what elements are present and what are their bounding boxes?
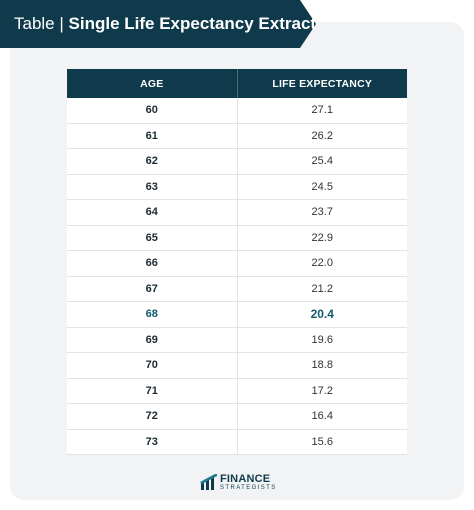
column-header-age: AGE: [67, 69, 238, 98]
brand-name-line1: FINANCE: [220, 473, 271, 485]
table-row: 60 27.1: [67, 98, 407, 124]
life-expectancy-cell: 24.5: [237, 174, 407, 200]
age-cell: 63: [67, 174, 238, 200]
life-expectancy-cell: 22.0: [237, 250, 407, 277]
title-main: Single Life Expectancy Extract: [68, 14, 317, 33]
table-row: 68 20.4: [67, 301, 407, 328]
age-cell: 61: [67, 123, 238, 149]
brand-name-line2: STRATEGISTS: [220, 485, 277, 491]
title-prefix: Table |: [14, 14, 69, 33]
table-row: 71 17.2: [67, 378, 407, 404]
life-expectancy-cell: 19.6: [237, 327, 407, 353]
table-row: 66 22.0: [67, 250, 407, 277]
life-expectancy-cell: 16.4: [237, 403, 407, 430]
table-header-row: AGE LIFE EXPECTANCY: [67, 69, 407, 98]
brand-logo: FINANCE STRATEGISTS: [200, 472, 280, 494]
age-cell: 66: [67, 250, 238, 277]
life-expectancy-cell: 22.9: [237, 225, 407, 251]
age-cell: 72: [67, 403, 238, 430]
table-body: 60 27.1 61 26.2 62 25.4 63 24.5 64 23.7 65 22.9 66 22…: [67, 98, 407, 455]
table-row: 65 22.9: [67, 225, 407, 251]
page-title: Table | Single Life Expectancy Extract: [14, 0, 316, 48]
column-header-life-expectancy: LIFE EXPECTANCY: [237, 69, 407, 98]
table-row: 72 16.4: [67, 403, 407, 430]
table-row: 64 23.7: [67, 199, 407, 226]
age-cell: 67: [67, 276, 238, 302]
age-cell: 60: [67, 98, 238, 124]
life-expectancy-cell: 26.2: [237, 123, 407, 149]
age-cell: 68: [67, 301, 238, 328]
table-row: 63 24.5: [67, 174, 407, 200]
table-row: 69 19.6: [67, 327, 407, 353]
life-expectancy-cell: 20.4: [237, 301, 407, 328]
age-cell: 64: [67, 199, 238, 226]
life-expectancy-cell: 21.2: [237, 276, 407, 302]
age-cell: 71: [67, 378, 238, 404]
table-row: 67 21.2: [67, 276, 407, 302]
table-row: 73 15.6: [67, 429, 407, 455]
table-row: 70 18.8: [67, 352, 407, 379]
life-expectancy-cell: 17.2: [237, 378, 407, 404]
life-expectancy-cell: 27.1: [237, 98, 407, 124]
life-expectancy-cell: 15.6: [237, 429, 407, 455]
age-cell: 65: [67, 225, 238, 251]
life-expectancy-cell: 23.7: [237, 199, 407, 226]
age-cell: 73: [67, 429, 238, 455]
age-cell: 69: [67, 327, 238, 353]
life-expectancy-table: AGE LIFE EXPECTANCY 60 27.1 61 26.2 62 25.4 63…: [67, 69, 407, 455]
banner-shape: [0, 0, 316, 48]
table-row: 61 26.2: [67, 123, 407, 149]
life-expectancy-cell: 25.4: [237, 148, 407, 175]
table-row: 62 25.4: [67, 148, 407, 175]
finance-strategists-logo-icon: [200, 474, 217, 490]
age-cell: 70: [67, 352, 238, 379]
title-banner: Table | Single Life Expectancy Extract: [0, 0, 316, 48]
life-expectancy-cell: 18.8: [237, 352, 407, 379]
age-cell: 62: [67, 148, 238, 175]
